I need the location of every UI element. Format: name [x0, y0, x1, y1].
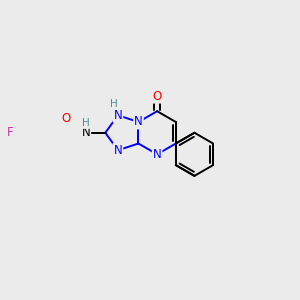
Text: F: F: [7, 126, 14, 139]
Text: N: N: [153, 148, 161, 161]
Text: O: O: [62, 112, 71, 125]
Text: N: N: [114, 109, 122, 122]
Text: O: O: [152, 90, 162, 103]
Text: H: H: [110, 99, 118, 109]
Text: N: N: [82, 126, 90, 139]
Text: N: N: [114, 144, 122, 157]
Text: H: H: [82, 118, 90, 128]
Text: N: N: [134, 116, 143, 128]
